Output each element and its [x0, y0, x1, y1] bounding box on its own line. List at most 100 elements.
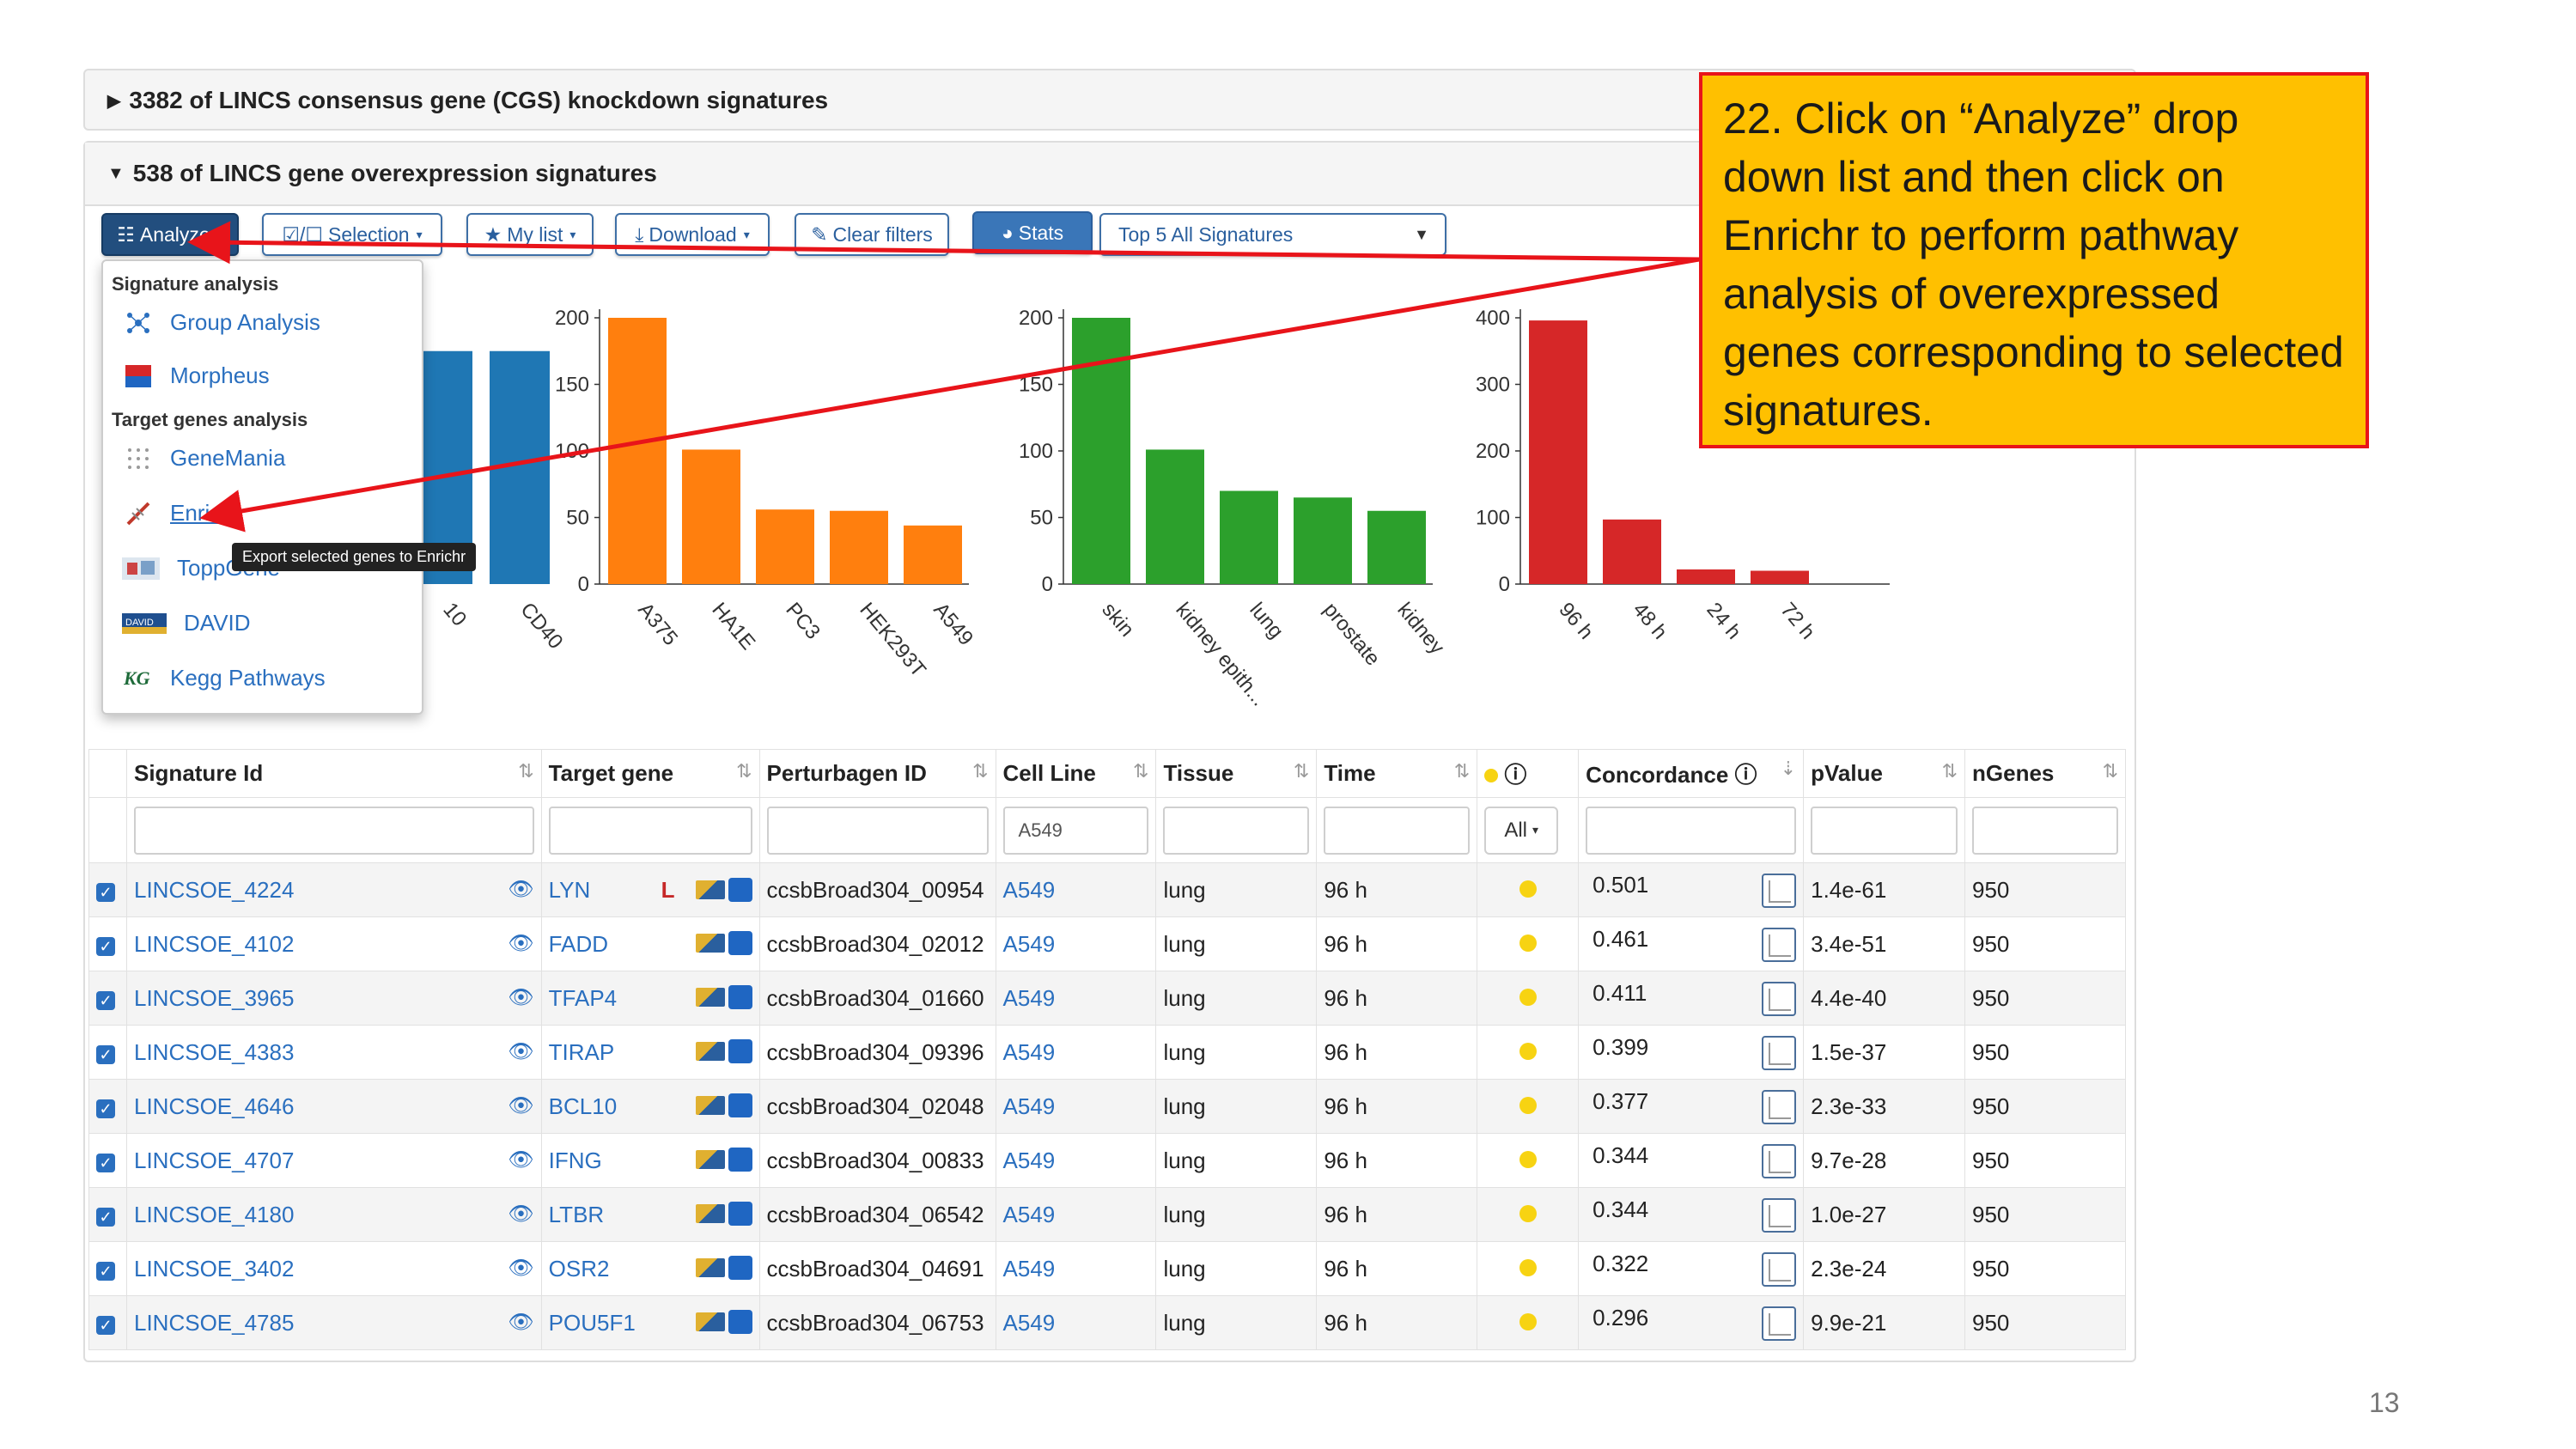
- network-link-icon[interactable]: [728, 1309, 752, 1334]
- download-button[interactable]: ⤓ Download ▾: [615, 213, 770, 256]
- scatter-plot-icon[interactable]: [1762, 982, 1797, 1016]
- signature-id-link[interactable]: LINCSOE_3402: [133, 1255, 295, 1282]
- l-icon[interactable]: L: [661, 876, 675, 903]
- bar[interactable]: [1603, 519, 1661, 584]
- bar[interactable]: [1677, 569, 1735, 584]
- bar[interactable]: [608, 318, 667, 584]
- pathway-icon[interactable]: [695, 880, 725, 899]
- target-gene-link[interactable]: TFAP4: [548, 984, 618, 1011]
- target-gene-filter[interactable]: [548, 806, 752, 855]
- table-row[interactable]: ✓ LINCSOE_3965 👁 TFAP4 ccsbBroad304_01660 A54…: [88, 971, 2126, 1026]
- signature-id-link[interactable]: LINCSOE_4707: [133, 1147, 295, 1173]
- cell-line-link[interactable]: A549: [1002, 1093, 1056, 1119]
- network-link-icon[interactable]: [728, 1255, 752, 1280]
- bar[interactable]: [1072, 318, 1130, 584]
- cell-line-link[interactable]: A549: [1002, 1309, 1056, 1336]
- table-row[interactable]: ✓ LINCSOE_4383 👁 TIRAP ccsbBroad304_09396 A54…: [88, 1025, 2126, 1080]
- signature-id-link[interactable]: LINCSOE_4383: [133, 1038, 295, 1065]
- time-filter[interactable]: [1324, 806, 1471, 855]
- signature-id-link[interactable]: LINCSOE_4646: [133, 1093, 295, 1119]
- table-row[interactable]: ✓ LINCSOE_3402 👁 OSR2 ccsbBroad304_04691 A549…: [88, 1241, 2126, 1296]
- eye-icon[interactable]: 👁: [508, 1202, 534, 1226]
- pathway-icon[interactable]: [695, 1257, 725, 1277]
- network-link-icon[interactable]: [728, 930, 752, 955]
- perturbagen-id-filter[interactable]: [766, 806, 989, 855]
- target-gene-link[interactable]: FADD: [548, 930, 608, 957]
- pathway-icon[interactable]: [695, 1149, 725, 1169]
- my-list-button[interactable]: ★ My list ▾: [466, 213, 594, 256]
- target-gene-link[interactable]: OSR2: [548, 1255, 610, 1282]
- column-header-target-gene[interactable]: Target gene ⇅: [540, 749, 760, 798]
- signature-id-link[interactable]: LINCSOE_4180: [133, 1201, 295, 1227]
- signatures-select[interactable]: Top 5 All Signatures ▼: [1099, 213, 1446, 256]
- column-header-ngenes[interactable]: nGenes ⇅: [1964, 749, 2126, 798]
- cell-line-filter[interactable]: A549: [1002, 806, 1149, 855]
- row-checkbox[interactable]: ✓: [96, 1099, 115, 1118]
- menu-item-group-analysis[interactable]: Group Analysis: [124, 309, 320, 336]
- menu-item-david[interactable]: DAVID DAVID: [122, 610, 251, 636]
- row-checkbox[interactable]: ✓: [96, 1315, 115, 1335]
- table-row[interactable]: ✓ LINCSOE_4180 👁 LTBR ccsbBroad304_06542 A549…: [88, 1187, 2126, 1242]
- signature-id-link[interactable]: LINCSOE_4224: [133, 876, 295, 903]
- knockdown-panel-header[interactable]: ▶ 3382 of LINCS consensus gene (CGS) kno…: [85, 70, 2134, 131]
- bar[interactable]: [756, 509, 814, 584]
- target-gene-link[interactable]: LTBR: [548, 1201, 605, 1227]
- scatter-plot-icon[interactable]: [1762, 1306, 1797, 1341]
- clear-filters-button[interactable]: ✎ Clear filters: [795, 213, 949, 256]
- signature-id-link[interactable]: LINCSOE_4102: [133, 930, 295, 957]
- scatter-plot-icon[interactable]: [1762, 1198, 1797, 1233]
- cell-line-link[interactable]: A549: [1002, 1038, 1056, 1065]
- eye-icon[interactable]: 👁: [508, 985, 534, 1009]
- network-link-icon[interactable]: [728, 1147, 752, 1172]
- table-row[interactable]: ✓ LINCSOE_4102 👁 FADD ccsbBroad304_02012 A549…: [88, 916, 2126, 971]
- tissue-filter[interactable]: [1163, 806, 1310, 855]
- column-header-pvalue[interactable]: pValue ⇅: [1803, 749, 1965, 798]
- scatter-plot-icon[interactable]: [1762, 928, 1797, 962]
- column-header-dot[interactable]: ⓘ: [1477, 749, 1580, 798]
- bar[interactable]: [1146, 449, 1204, 584]
- target-gene-link[interactable]: IFNG: [548, 1147, 602, 1173]
- eye-icon[interactable]: 👁: [508, 1039, 534, 1063]
- bar[interactable]: [1367, 510, 1426, 584]
- analyze-button[interactable]: ☷ Analyze ▾: [101, 213, 239, 256]
- bar[interactable]: [904, 525, 962, 584]
- scatter-plot-icon[interactable]: [1762, 1252, 1797, 1287]
- bar[interactable]: [682, 449, 740, 584]
- row-checkbox[interactable]: ✓: [96, 882, 115, 902]
- column-header-tissue[interactable]: Tissue ⇅: [1155, 749, 1318, 798]
- row-checkbox[interactable]: ✓: [96, 1261, 115, 1281]
- menu-item-morpheus[interactable]: Morpheus: [124, 362, 270, 389]
- target-gene-link[interactable]: POU5F1: [548, 1309, 636, 1336]
- menu-item-genemania[interactable]: GeneMania: [124, 445, 285, 472]
- cell-line-link[interactable]: A549: [1002, 984, 1056, 1011]
- selection-button[interactable]: ☑/☐ Selection ▾: [262, 213, 442, 256]
- pathway-icon[interactable]: [695, 933, 725, 953]
- row-checkbox[interactable]: ✓: [96, 1044, 115, 1064]
- column-header-time[interactable]: Time ⇅: [1316, 749, 1478, 798]
- eye-icon[interactable]: 👁: [508, 877, 534, 901]
- eye-icon[interactable]: 👁: [508, 1093, 534, 1117]
- dot-filter-dropdown[interactable]: All ▾: [1484, 806, 1559, 855]
- bar[interactable]: [1220, 490, 1278, 585]
- bar[interactable]: [1294, 497, 1352, 584]
- eye-icon[interactable]: 👁: [508, 1148, 534, 1172]
- pathway-icon[interactable]: [695, 1095, 725, 1115]
- network-link-icon[interactable]: [728, 984, 752, 1009]
- table-row[interactable]: ✓ LINCSOE_4707 👁 IFNG ccsbBroad304_00833 A549…: [88, 1133, 2126, 1188]
- table-row[interactable]: ✓ LINCSOE_4785 👁 POU5F1 ccsbBroad304_06753 A5…: [88, 1295, 2126, 1350]
- pathway-icon[interactable]: [695, 1312, 725, 1331]
- menu-item-enrichr[interactable]: Enrichr: [124, 500, 241, 527]
- scatter-plot-icon[interactable]: [1762, 1090, 1797, 1124]
- row-checkbox[interactable]: ✓: [96, 990, 115, 1010]
- bar[interactable]: [830, 510, 888, 584]
- signature-id-filter[interactable]: [133, 806, 534, 855]
- target-gene-link[interactable]: TIRAP: [548, 1038, 615, 1065]
- ngenes-filter[interactable]: [1972, 806, 2118, 855]
- network-link-icon[interactable]: [728, 1201, 752, 1226]
- concordance-filter[interactable]: [1586, 806, 1797, 855]
- column-header-signature-id[interactable]: Signature Id ⇅: [125, 749, 542, 798]
- network-link-icon[interactable]: [728, 878, 752, 902]
- scatter-plot-icon[interactable]: [1762, 1144, 1797, 1178]
- signature-id-link[interactable]: LINCSOE_3965: [133, 984, 295, 1011]
